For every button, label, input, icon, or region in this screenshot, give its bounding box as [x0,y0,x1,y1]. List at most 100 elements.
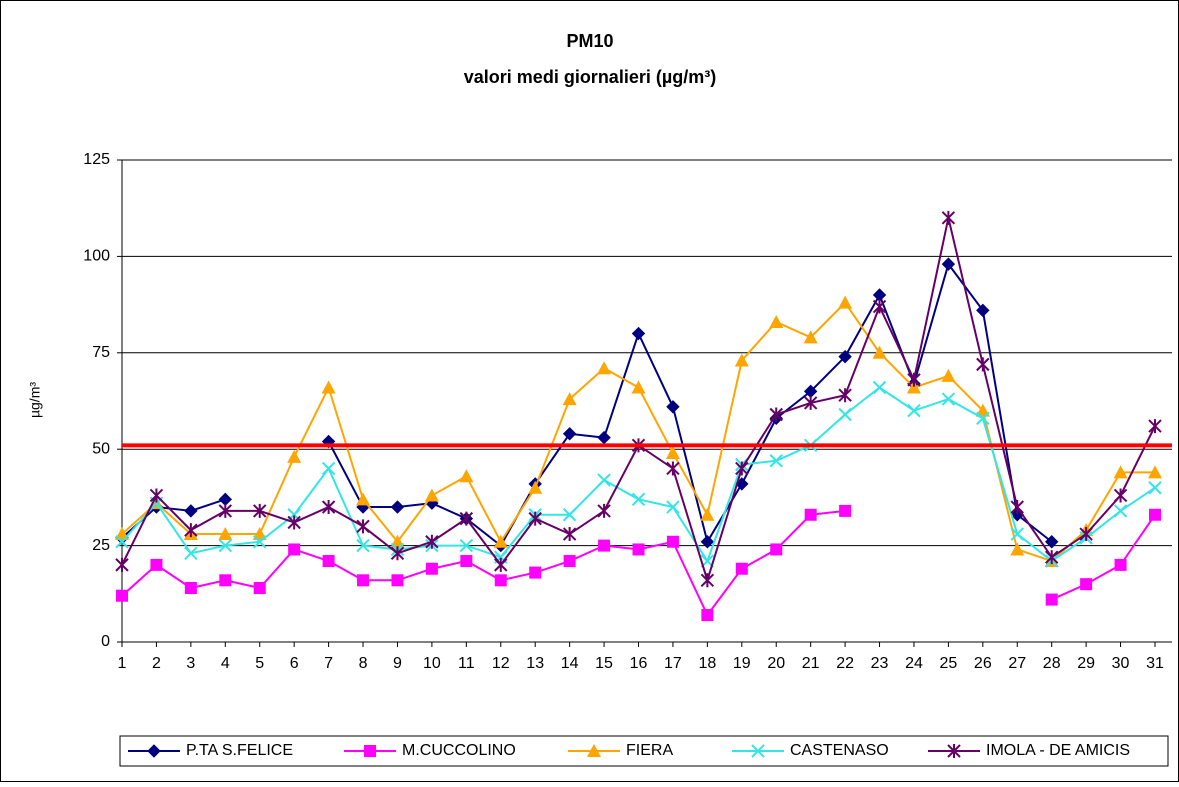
x-tick-label: 22 [836,655,854,672]
marker [872,299,887,314]
marker [494,574,507,587]
marker [872,380,887,395]
marker [425,534,439,549]
marker [424,488,439,502]
marker [390,500,405,514]
marker [493,534,508,548]
marker [976,357,990,372]
marker [184,523,198,538]
marker [1044,535,1059,549]
legend-box [119,735,1169,767]
marker [1010,527,1024,541]
marker [529,566,542,579]
marker [252,527,267,541]
marker [322,555,335,568]
marker [666,400,680,414]
marker [459,538,474,553]
x-tick-label: 11 [458,655,475,672]
marker [941,257,956,271]
marker [218,538,233,553]
x-tick-label: 20 [767,655,785,672]
marker [459,469,474,483]
marker [665,446,680,460]
marker [947,744,961,758]
marker [253,503,267,518]
marker [460,555,473,568]
x-tick-label: 27 [1008,655,1026,672]
marker [872,345,887,359]
marker [253,535,267,549]
x-tick-label: 24 [905,655,923,672]
marker [1080,578,1093,591]
marker [1079,527,1093,542]
marker [1113,488,1128,503]
marker [941,368,956,382]
y-tick-label: 25 [92,537,110,554]
marker [666,535,679,548]
marker [147,744,161,758]
marker [356,519,370,534]
marker [357,574,370,587]
marker [666,461,680,476]
marker [562,392,577,406]
marker [184,504,198,518]
marker [838,349,852,364]
series-line [121,509,1156,617]
marker [115,535,129,549]
x-tick-label: 21 [802,655,820,672]
x-tick-label: 30 [1112,655,1130,672]
y-tick-label: 50 [92,440,110,457]
marker [562,427,577,441]
marker [115,557,129,572]
marker [975,403,990,417]
chart-title: PM10 [566,31,613,51]
y-tick-label: 0 [101,633,110,650]
x-tick-label: 7 [324,655,333,672]
marker [356,538,370,553]
marker [906,380,921,394]
marker [598,539,611,552]
marker [1010,542,1025,556]
x-tick-label: 9 [393,655,402,672]
marker [976,411,990,426]
marker [631,380,646,394]
x-tick-label: 23 [871,655,889,672]
marker [770,543,783,556]
x-tick-label: 6 [290,655,299,672]
y-tick-label: 125 [83,151,110,168]
marker [287,449,302,463]
marker [1149,508,1161,521]
marker [700,507,715,521]
marker [287,515,301,530]
marker [425,562,438,575]
marker [391,574,404,587]
marker [1045,593,1058,606]
x-tick-label: 15 [595,655,613,672]
marker [666,500,680,514]
marker [1148,465,1162,479]
marker [597,473,611,487]
x-tick-label: 8 [359,655,368,672]
x-tick-label: 18 [698,655,716,672]
marker [734,353,749,367]
marker [804,508,817,521]
marker [563,555,576,568]
x-tick-label: 17 [664,655,682,672]
marker [562,527,577,542]
marker [321,500,336,515]
marker [735,562,748,575]
x-tick-label: 26 [974,655,992,672]
marker [839,504,852,517]
marker [838,407,852,422]
legend-label: M.CUCCOLINO [402,742,516,759]
marker [941,210,956,225]
marker [631,492,646,507]
y-tick-label: 75 [92,344,110,361]
legend-label: CASTENASO [790,742,889,759]
marker [769,314,784,328]
marker [907,403,921,418]
x-tick-label: 31 [1146,655,1164,672]
marker [390,546,405,561]
x-tick-label: 14 [561,655,579,672]
